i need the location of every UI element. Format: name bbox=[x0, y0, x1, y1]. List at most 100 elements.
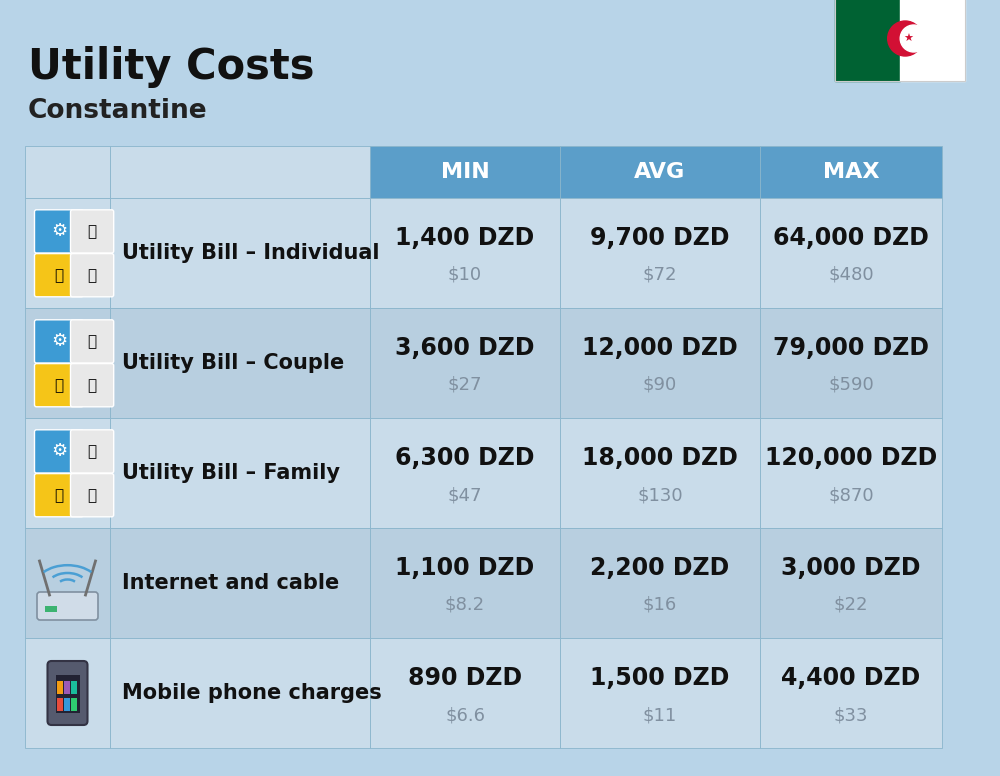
Text: 64,000 DZD: 64,000 DZD bbox=[773, 226, 929, 250]
Text: 890 DZD: 890 DZD bbox=[408, 666, 522, 690]
FancyBboxPatch shape bbox=[34, 364, 83, 407]
FancyBboxPatch shape bbox=[70, 210, 114, 253]
Text: $10: $10 bbox=[448, 266, 482, 284]
Bar bbox=[370, 528, 560, 638]
Text: $8.2: $8.2 bbox=[445, 596, 485, 614]
Text: 9,700 DZD: 9,700 DZD bbox=[590, 226, 730, 250]
Bar bbox=[71, 681, 77, 694]
Text: $90: $90 bbox=[643, 376, 677, 394]
FancyBboxPatch shape bbox=[70, 473, 114, 517]
Text: 👤: 👤 bbox=[88, 334, 97, 349]
Bar bbox=[760, 528, 942, 638]
Bar bbox=[370, 638, 560, 748]
Text: 👤: 👤 bbox=[88, 444, 97, 459]
FancyBboxPatch shape bbox=[34, 210, 83, 253]
Text: Mobile phone charges: Mobile phone charges bbox=[122, 683, 382, 703]
Bar bbox=[110, 528, 370, 638]
Bar bbox=[835, 0, 900, 81]
Text: $33: $33 bbox=[834, 706, 868, 724]
Bar bbox=[760, 308, 942, 418]
Text: 2,200 DZD: 2,200 DZD bbox=[590, 556, 730, 580]
Text: $47: $47 bbox=[448, 486, 482, 504]
Bar bbox=[370, 418, 560, 528]
Text: Utility Bill – Family: Utility Bill – Family bbox=[122, 463, 340, 483]
Text: $590: $590 bbox=[828, 376, 874, 394]
Text: $22: $22 bbox=[834, 596, 868, 614]
Text: $11: $11 bbox=[643, 706, 677, 724]
Text: 1,500 DZD: 1,500 DZD bbox=[590, 666, 730, 690]
Text: 79,000 DZD: 79,000 DZD bbox=[773, 336, 929, 360]
Text: Constantine: Constantine bbox=[28, 98, 208, 124]
Bar bbox=[71, 698, 77, 711]
Text: 🔌: 🔌 bbox=[54, 487, 63, 503]
Text: $870: $870 bbox=[828, 486, 874, 504]
Text: MIN: MIN bbox=[441, 162, 489, 182]
FancyBboxPatch shape bbox=[70, 320, 114, 363]
Text: Utility Costs: Utility Costs bbox=[28, 46, 314, 88]
Text: ⚙: ⚙ bbox=[51, 223, 67, 241]
Bar bbox=[370, 146, 560, 198]
Bar bbox=[57, 681, 63, 694]
Bar bbox=[57, 698, 63, 711]
Text: 12,000 DZD: 12,000 DZD bbox=[582, 336, 738, 360]
FancyBboxPatch shape bbox=[37, 592, 98, 620]
FancyBboxPatch shape bbox=[48, 661, 88, 725]
Text: $16: $16 bbox=[643, 596, 677, 614]
Bar bbox=[560, 146, 760, 198]
Text: AVG: AVG bbox=[634, 162, 686, 182]
Text: 18,000 DZD: 18,000 DZD bbox=[582, 446, 738, 470]
Text: ⚙: ⚙ bbox=[51, 332, 67, 351]
Bar bbox=[64, 681, 70, 694]
Bar bbox=[560, 198, 760, 308]
FancyBboxPatch shape bbox=[34, 254, 83, 296]
Bar bbox=[110, 146, 370, 198]
Text: ⚙: ⚙ bbox=[51, 442, 67, 460]
Text: $27: $27 bbox=[448, 376, 482, 394]
Text: 120,000 DZD: 120,000 DZD bbox=[765, 446, 937, 470]
Text: 🔧: 🔧 bbox=[88, 268, 97, 282]
Circle shape bbox=[900, 25, 927, 52]
Bar bbox=[560, 308, 760, 418]
Text: 4,400 DZD: 4,400 DZD bbox=[781, 666, 921, 690]
Text: MAX: MAX bbox=[823, 162, 879, 182]
Text: $72: $72 bbox=[643, 266, 677, 284]
Text: Utility Bill – Individual: Utility Bill – Individual bbox=[122, 243, 380, 263]
Bar bbox=[760, 198, 942, 308]
Text: 6,300 DZD: 6,300 DZD bbox=[395, 446, 535, 470]
Text: 1,400 DZD: 1,400 DZD bbox=[395, 226, 535, 250]
Bar bbox=[25, 146, 110, 198]
FancyBboxPatch shape bbox=[70, 254, 114, 296]
Bar bbox=[25, 418, 110, 528]
Bar bbox=[56, 675, 80, 713]
Text: 3,000 DZD: 3,000 DZD bbox=[781, 556, 921, 580]
Circle shape bbox=[888, 21, 923, 56]
Bar bbox=[560, 528, 760, 638]
FancyBboxPatch shape bbox=[70, 364, 114, 407]
FancyBboxPatch shape bbox=[70, 430, 114, 473]
Bar bbox=[760, 638, 942, 748]
Text: ★: ★ bbox=[904, 33, 914, 43]
Text: $6.6: $6.6 bbox=[445, 706, 485, 724]
Bar bbox=[760, 146, 942, 198]
Bar bbox=[25, 308, 110, 418]
Bar bbox=[370, 198, 560, 308]
Bar bbox=[760, 418, 942, 528]
Bar bbox=[110, 198, 370, 308]
Bar bbox=[64, 698, 70, 711]
Bar bbox=[25, 528, 110, 638]
Bar bbox=[560, 638, 760, 748]
Text: 1,100 DZD: 1,100 DZD bbox=[395, 556, 535, 580]
Text: $130: $130 bbox=[637, 486, 683, 504]
Bar bbox=[45, 606, 57, 612]
FancyBboxPatch shape bbox=[34, 473, 83, 517]
Text: Utility Bill – Couple: Utility Bill – Couple bbox=[122, 353, 344, 373]
Bar bbox=[110, 638, 370, 748]
Text: 3,600 DZD: 3,600 DZD bbox=[395, 336, 535, 360]
Bar bbox=[560, 418, 760, 528]
Text: $480: $480 bbox=[828, 266, 874, 284]
FancyBboxPatch shape bbox=[34, 320, 83, 363]
Text: 🔧: 🔧 bbox=[88, 378, 97, 393]
Bar bbox=[900, 0, 965, 81]
Text: 🔌: 🔌 bbox=[54, 378, 63, 393]
Text: 👤: 👤 bbox=[88, 224, 97, 239]
